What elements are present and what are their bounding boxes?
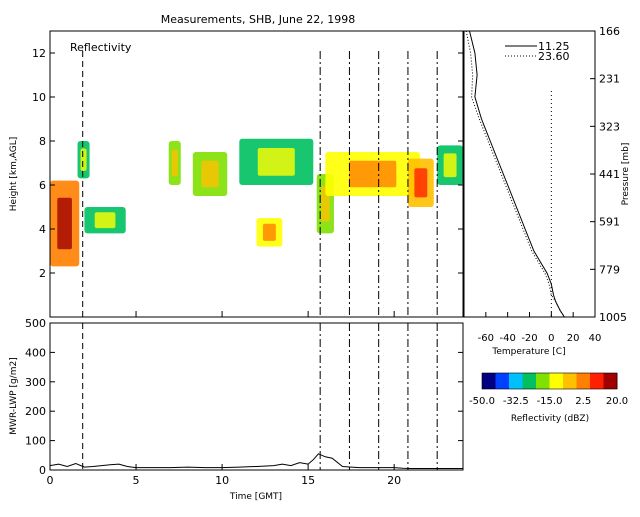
sounding-series-line — [465, 30, 565, 318]
colorbar-swatches — [482, 373, 618, 389]
temperature-axis-label: Temperature [C] — [491, 347, 565, 357]
colorbar-swatch — [522, 373, 537, 389]
sounding-frame — [463, 30, 596, 318]
lwp-tick-label: 400 — [25, 346, 46, 359]
temperature-tick-label: 40 — [589, 333, 602, 344]
colorbar-swatch — [563, 373, 577, 389]
height-tick-label: 10 — [32, 91, 46, 104]
figure-title: Measurements, SHB, June 22, 1998 — [161, 13, 355, 26]
colorbar-swatch — [590, 373, 604, 389]
pressure-tick-label: 779 — [599, 263, 620, 276]
time-tick-label: 15 — [301, 474, 315, 487]
lwp-tick-label: 0 — [39, 464, 46, 477]
reflectivity-markers — [82, 51, 438, 317]
time-tick-label: 10 — [215, 474, 229, 487]
colorbar-tick-label: 20.0 — [606, 396, 628, 407]
temperature-tick-label: 0 — [548, 333, 554, 344]
pressure-tick-label: 166 — [599, 25, 620, 38]
echo-core — [257, 148, 295, 176]
height-tick-label: 4 — [39, 223, 46, 236]
temperature-tick-label: -20 — [521, 333, 537, 344]
colorbar-tick-label: -15.0 — [537, 396, 563, 407]
reflectivity-panel: Reflectivity Height [km,AGL] 2 4 6 8 10 12 — [9, 30, 464, 318]
height-axis-label: Height [km,AGL] — [9, 137, 19, 211]
colorbar-tick-label: -32.5 — [503, 396, 529, 407]
echo-core — [414, 168, 428, 198]
sounding-series — [465, 30, 565, 318]
echo-core — [94, 212, 116, 229]
temperature-axis-ticks: -60 -40 -20 0 20 40 — [478, 312, 602, 344]
lwp-tick-label: 300 — [25, 376, 46, 389]
lwp-axis-ticks: 0 100 200 300 400 500 — [25, 317, 463, 477]
height-tick-label: 8 — [39, 135, 46, 148]
temperature-tick-label: 20 — [567, 333, 580, 344]
height-tick-label: 2 — [39, 267, 46, 280]
lwp-tick-label: 200 — [25, 405, 46, 418]
colorbar-swatch — [549, 373, 564, 389]
sounding-panel: 11.25 23.60 -60 -40 -20 0 20 40 166 231 323 441 5… — [463, 25, 631, 357]
colorbar-frame — [481, 372, 618, 390]
echo-core — [348, 160, 397, 188]
temperature-tick-label: -60 — [478, 333, 494, 344]
pressure-axis-ticks: 166 231 323 441 591 779 1005 — [590, 25, 627, 324]
pressure-tick-label: 231 — [599, 73, 620, 86]
pressure-axis-label: Pressure [mb] — [621, 143, 631, 206]
lwp-markers — [82, 323, 438, 470]
pressure-tick-label: 441 — [599, 168, 620, 181]
colorbar-swatch — [603, 373, 618, 389]
lwp-tick-label: 500 — [25, 317, 46, 330]
time-axis-ticks: 0 5 10 15 20 — [47, 311, 401, 487]
lwp-frame — [49, 322, 464, 471]
reflectivity-label: Reflectivity — [70, 41, 132, 54]
lwp-panel: MWR-LWP [g/m2] Time [GMT] 01002003004005… — [9, 311, 464, 502]
time-axis-label: Time [GMT] — [229, 492, 282, 502]
time-tick-label: 20 — [387, 474, 401, 487]
pressure-tick-label: 591 — [599, 216, 620, 229]
echo-core — [57, 197, 72, 250]
height-tick-label: 12 — [32, 47, 46, 60]
colorbar-title: Reflectivity (dBZ) — [511, 414, 589, 424]
colorbar-tick-label: -50.0 — [469, 396, 495, 407]
colorbar-tick-labels: -50.0 -32.5 -15.0 2.5 20.0 — [469, 396, 628, 407]
colorbar-swatch — [509, 373, 523, 389]
colorbar-swatch — [576, 373, 591, 389]
echo-core — [80, 148, 87, 171]
reflectivity-frame — [49, 30, 464, 318]
sounding-series-line — [469, 30, 565, 318]
time-tick-label: 0 — [47, 474, 54, 487]
pressure-tick-label: 1005 — [599, 311, 627, 324]
colorbar-swatch — [495, 373, 510, 389]
temperature-tick-label: -40 — [499, 333, 515, 344]
reflectivity-echoes — [50, 138, 463, 267]
colorbar: -50.0 -32.5 -15.0 2.5 20.0 Reflectivity (dBZ… — [469, 372, 628, 424]
echo-core — [201, 160, 219, 188]
colorbar-tick-label: 2.5 — [575, 396, 591, 407]
echo-core — [443, 153, 457, 178]
legend-dotted-label: 23.60 — [538, 50, 570, 63]
height-tick-label: 6 — [39, 179, 46, 192]
colorbar-swatch — [536, 373, 550, 389]
lwp-series-line — [49, 453, 463, 469]
pressure-tick-label: 323 — [599, 120, 620, 133]
lwp-tick-label: 100 — [25, 435, 46, 448]
echo-core — [171, 149, 178, 177]
colorbar-swatch — [482, 373, 496, 389]
time-tick-label: 5 — [133, 474, 140, 487]
height-axis-ticks: 2 4 6 8 10 12 — [32, 47, 463, 280]
lwp-axis-label: MWR-LWP [g/m2] — [9, 357, 19, 434]
echo-core — [262, 223, 276, 241]
legend-solid-label: 11.25 — [538, 40, 570, 53]
